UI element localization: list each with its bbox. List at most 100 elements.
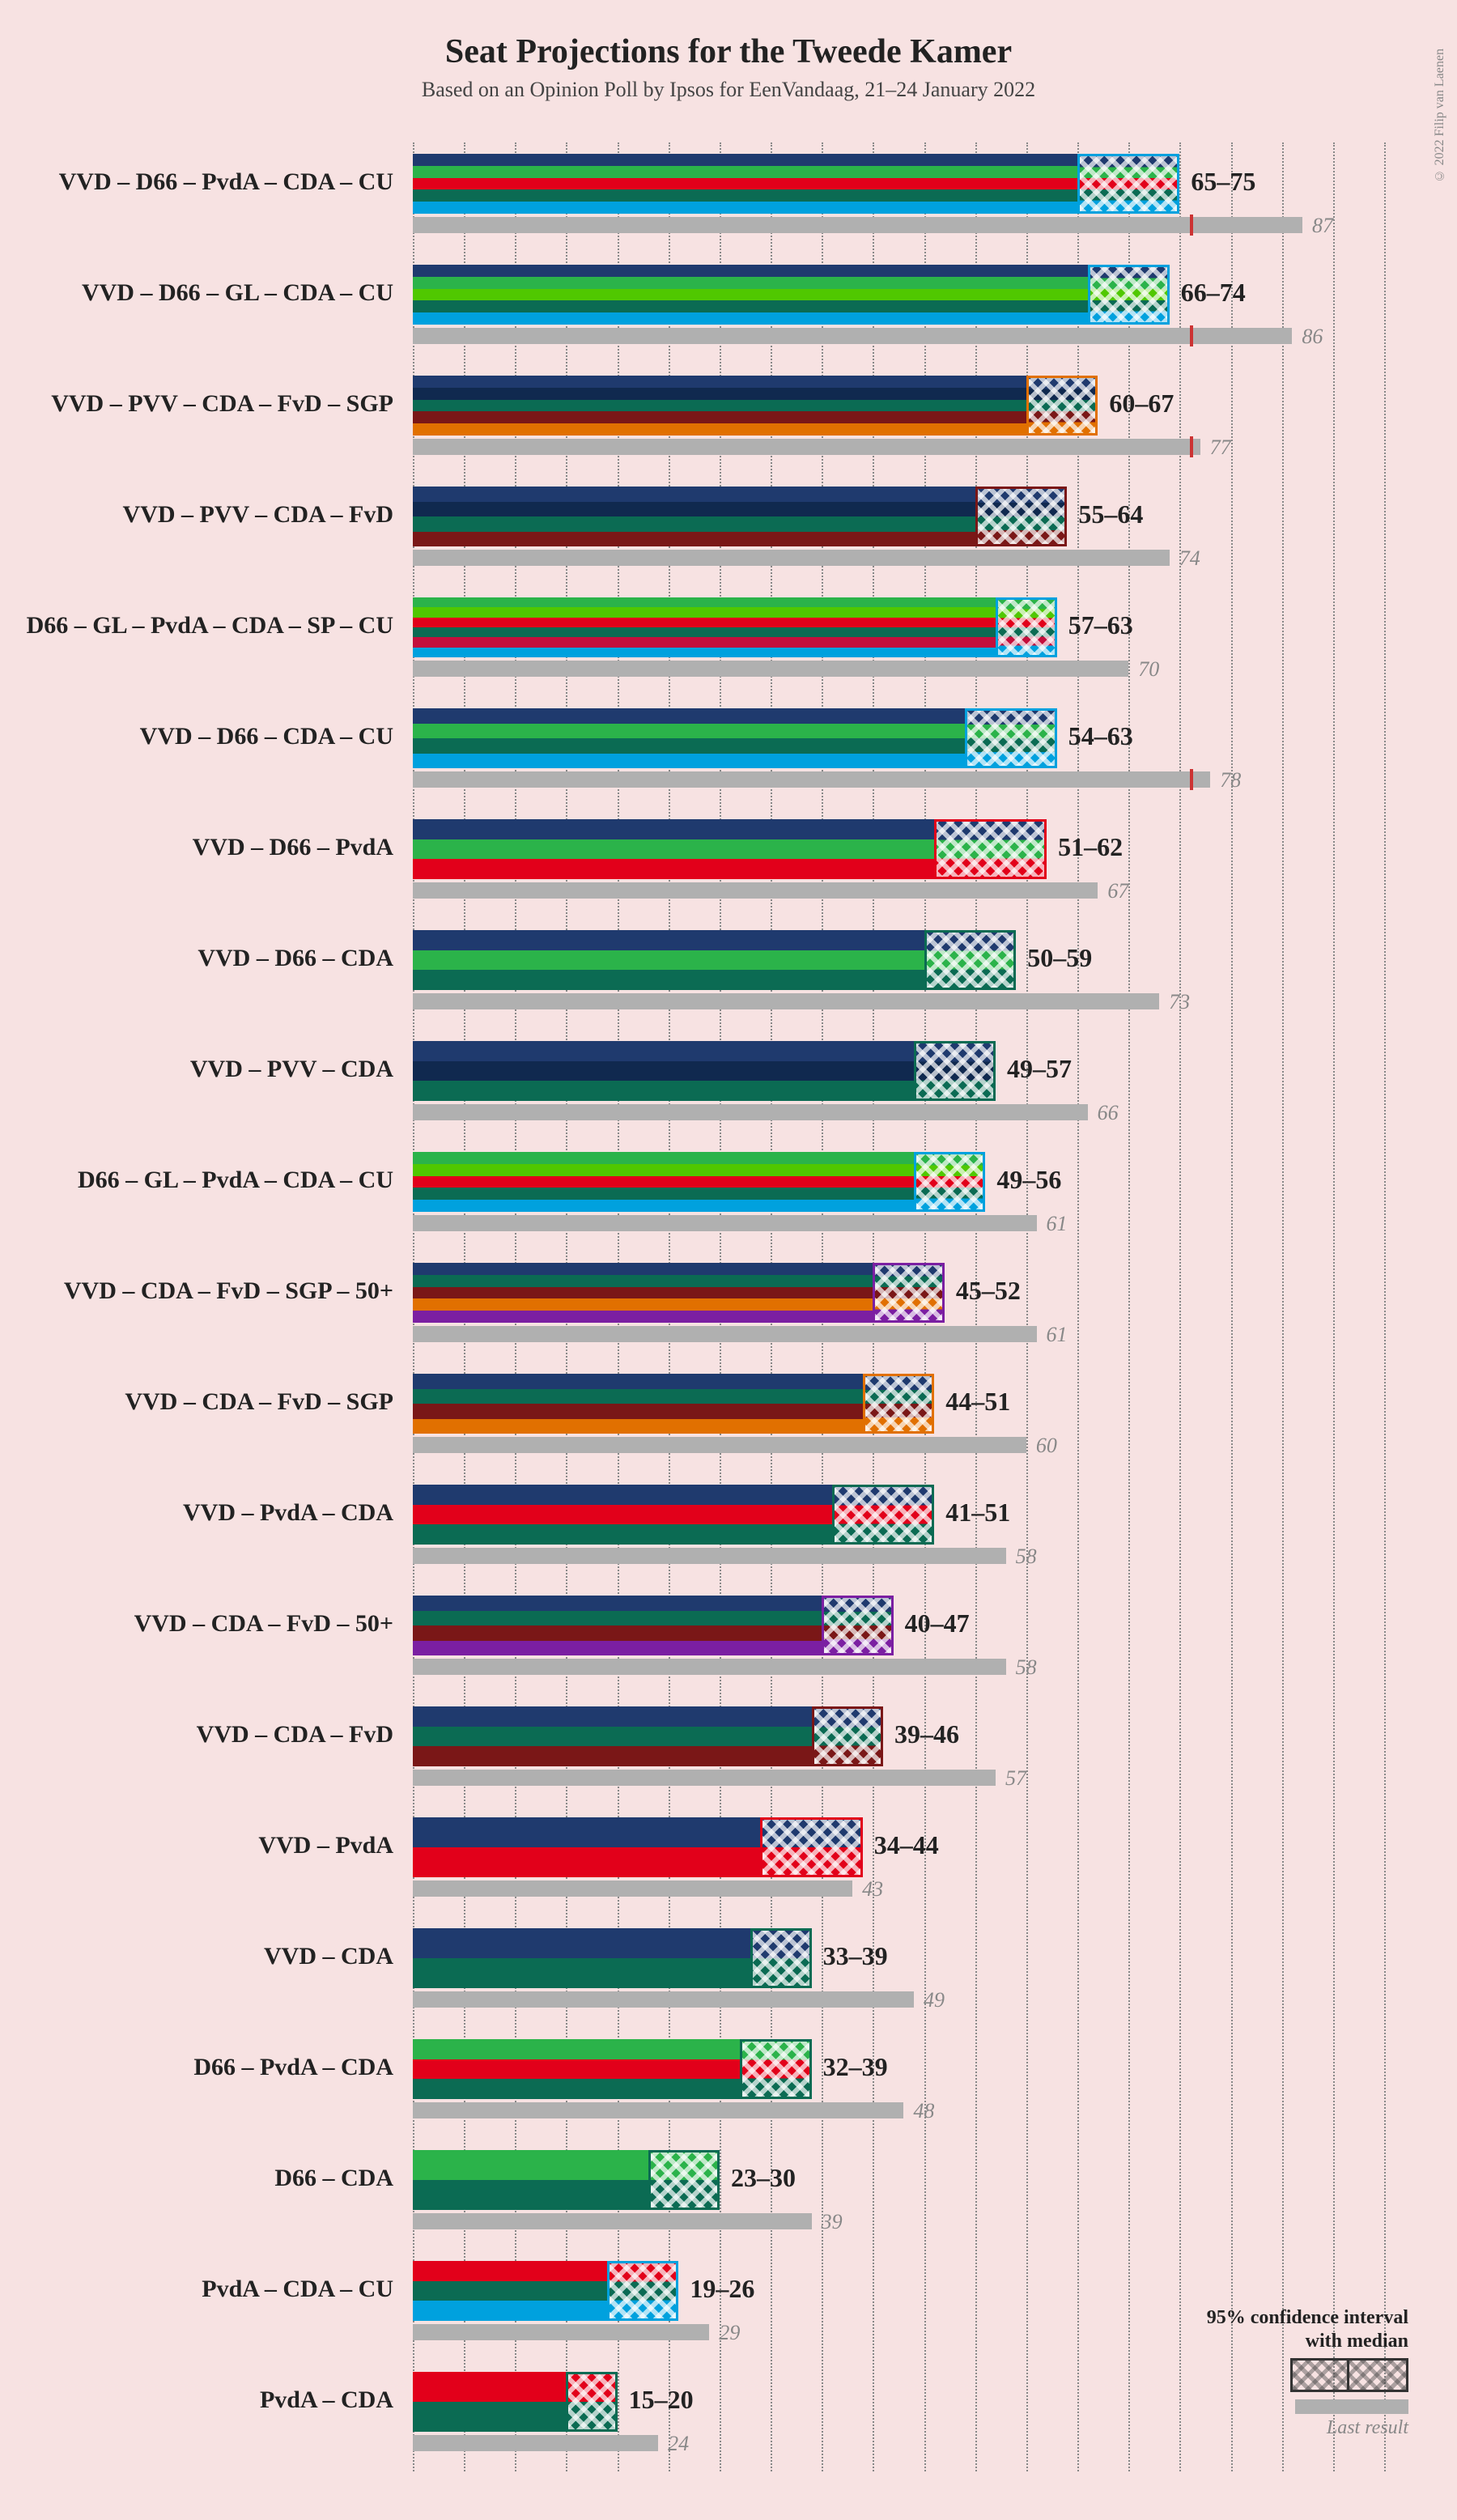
coalition-row: VVD – CDA – FvD – 50+40–4758 [413, 1584, 1384, 1695]
confidence-interval [1088, 265, 1170, 325]
legend-last-swatch [1295, 2399, 1408, 2414]
party-stripe [413, 2281, 607, 2301]
coalition-row: VVD – CDA33–3949 [413, 1917, 1384, 2028]
range-label: 49–57 [1007, 1054, 1072, 1084]
last-result-label: 58 [1016, 1655, 1037, 1680]
party-stripe [413, 1641, 822, 1656]
party-stripe [413, 859, 934, 879]
last-result-bar [413, 1104, 1088, 1120]
coalition-row: VVD – D66 – CDA – CU54–6378 [413, 697, 1384, 808]
confidence-interval [873, 1263, 944, 1323]
party-stripe [413, 1287, 873, 1299]
majority-tick [1190, 436, 1193, 457]
copyright-text: © 2022 Filip van Laenen [1433, 49, 1447, 182]
party-stripe [413, 2261, 607, 2281]
legend-ci-swatch [1290, 2358, 1408, 2392]
coalition-label: VVD – PVV – CDA – FvD [123, 501, 393, 529]
last-result-label: 73 [1169, 990, 1190, 1014]
range-label: 65–75 [1191, 167, 1255, 197]
last-result-bar [413, 2435, 658, 2451]
range-label: 50–59 [1027, 943, 1092, 973]
coalition-label: VVD – PVV – CDA [190, 1056, 393, 1083]
party-stripe [413, 618, 996, 627]
range-label: 66–74 [1181, 278, 1246, 308]
party-stripe [413, 819, 934, 839]
confidence-interval [607, 2261, 678, 2321]
range-label: 49–56 [996, 1165, 1061, 1195]
party-stripe [413, 300, 1088, 312]
last-result-label: 29 [719, 2321, 740, 2345]
party-stripe [413, 724, 965, 739]
party-stripe [413, 2372, 566, 2402]
last-result-label: 24 [668, 2432, 689, 2456]
coalition-label: VVD – PVV – CDA – FvD – SGP [51, 390, 393, 418]
range-label: 51–62 [1058, 832, 1123, 862]
confidence-interval [648, 2150, 720, 2210]
confidence-interval [996, 597, 1057, 657]
coalition-label: D66 – GL – PvdA – CDA – SP – CU [27, 612, 393, 640]
range-label: 34–44 [874, 1830, 939, 1860]
last-result-label: 39 [822, 2210, 843, 2234]
last-result-bar [413, 1437, 1026, 1453]
coalition-label: VVD – CDA – FvD – SGP – 50+ [64, 1277, 393, 1305]
confidence-interval [863, 1374, 934, 1434]
coalition-label: VVD – D66 – GL – CDA – CU [82, 279, 393, 307]
majority-tick [1190, 215, 1193, 236]
party-stripe [413, 289, 1088, 301]
last-result-bar [413, 771, 1210, 788]
party-stripe [413, 597, 996, 607]
party-stripe [413, 1041, 914, 1061]
party-stripe [413, 411, 1026, 423]
confidence-interval [924, 930, 1017, 990]
party-stripe [413, 312, 1088, 325]
party-stripe [413, 627, 996, 637]
chart-title: Seat Projections for the Tweede Kamer [0, 32, 1457, 71]
party-stripe [413, 166, 1077, 178]
plot-area: VVD – D66 – PvdA – CDA – CU65–7587VVD – … [413, 142, 1384, 2471]
range-label: 40–47 [905, 1608, 970, 1638]
range-label: 57–63 [1068, 610, 1133, 640]
party-stripe [413, 2180, 648, 2210]
last-result-label: 43 [862, 1877, 883, 1902]
majority-tick [1190, 769, 1193, 790]
last-result-bar [413, 1659, 1006, 1675]
chart-subtitle: Based on an Opinion Poll by Ipsos for Ee… [0, 78, 1457, 102]
range-label: 55–64 [1078, 499, 1143, 529]
last-result-label: 57 [1005, 1766, 1026, 1791]
party-stripe [413, 154, 1077, 166]
coalition-label: PvdA – CDA – CU [202, 2276, 393, 2303]
range-label: 32–39 [823, 2052, 888, 2082]
last-result-label: 67 [1107, 879, 1128, 903]
party-stripe [413, 2301, 607, 2321]
coalition-row: VVD – PvdA34–4443 [413, 1806, 1384, 1917]
confidence-interval [914, 1152, 985, 1212]
last-result-bar [413, 328, 1292, 344]
party-stripe [413, 1625, 822, 1641]
last-result-bar [413, 550, 1170, 566]
coalition-label: VVD – D66 – CDA – CU [140, 723, 393, 750]
coalition-label: VVD – PvdA – CDA [183, 1499, 393, 1527]
range-label: 44–51 [945, 1387, 1010, 1417]
confidence-interval [914, 1041, 996, 1101]
party-stripe [413, 2039, 740, 2059]
party-stripe [413, 487, 975, 502]
last-result-bar [413, 993, 1159, 1009]
party-stripe [413, 388, 1026, 400]
party-stripe [413, 1611, 822, 1626]
party-stripe [413, 1746, 812, 1766]
legend-ci-line1: 95% confidence interval [1207, 2307, 1408, 2328]
party-stripe [413, 202, 1077, 214]
party-stripe [413, 1188, 914, 1200]
last-result-label: 70 [1138, 657, 1159, 682]
coalition-label: D66 – GL – PvdA – CDA – CU [78, 1167, 393, 1194]
confidence-interval [934, 819, 1047, 879]
coalition-label: D66 – CDA [274, 2165, 393, 2192]
party-stripe [413, 950, 924, 971]
party-stripe [413, 1176, 914, 1188]
coalition-row: VVD – PVV – CDA – FvD55–6474 [413, 475, 1384, 586]
coalition-label: VVD – D66 – PvdA – CDA – CU [59, 168, 393, 196]
party-stripe [413, 1164, 914, 1176]
party-stripe [413, 839, 934, 860]
party-stripe [413, 1596, 822, 1611]
range-label: 54–63 [1068, 721, 1133, 751]
